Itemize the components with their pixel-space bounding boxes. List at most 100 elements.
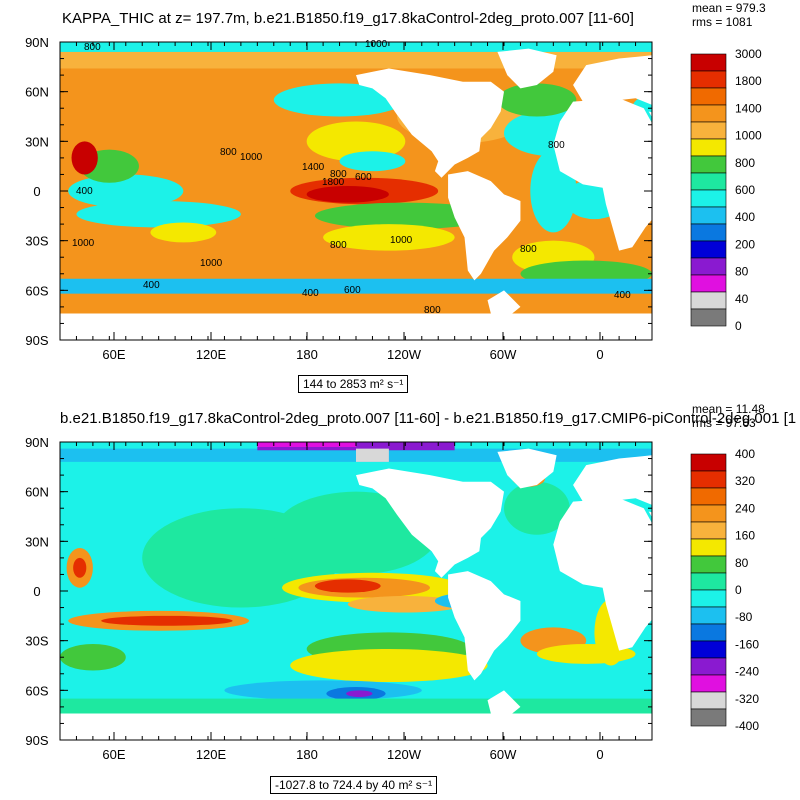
colorbar-label: 0 [735, 319, 742, 333]
y-tick-label: 90N [25, 435, 49, 450]
top-contour-label: 600 [355, 172, 372, 183]
colorbar-swatch [690, 589, 727, 608]
colorbar-swatch [690, 470, 727, 489]
colorbar-swatch [690, 240, 727, 259]
colorbar-swatch [690, 138, 727, 157]
colorbar-swatch [690, 104, 727, 123]
y-tick-label: 0 [33, 584, 40, 599]
x-tick-label: 180 [296, 747, 318, 762]
colorbar-label: 400 [735, 210, 755, 224]
y-tick-label: 30S [25, 234, 48, 249]
colorbar-swatch [690, 623, 727, 642]
colorbar-swatch [690, 555, 727, 574]
x-tick-label: 180 [296, 347, 318, 362]
y-tick-label: 60N [25, 485, 49, 500]
colorbar-swatch [690, 538, 727, 557]
colorbar-swatch [690, 155, 727, 174]
bottom-range-box: -1027.8 to 724.4 by 40 m² s⁻¹ [270, 776, 438, 794]
bottom-units-label: m² s⁻¹ [398, 778, 433, 792]
top-contour-label: 800 [424, 305, 441, 316]
y-tick-label: 90N [25, 35, 49, 50]
colorbar-swatch [690, 53, 727, 72]
top-contour-label: 800 [84, 42, 101, 53]
y-tick-label: 30N [25, 534, 49, 549]
colorbar-swatch [690, 521, 727, 540]
colorbar-swatch [690, 674, 727, 693]
colorbar-swatch [690, 206, 727, 225]
x-tick-label: 120W [387, 747, 422, 762]
colorbar-label: 1800 [735, 74, 762, 88]
colorbar-label: 80 [735, 265, 749, 279]
x-tick-label: 60E [102, 347, 125, 362]
top-units-label: m² s⁻¹ [369, 377, 404, 391]
colorbar-label: 1000 [735, 129, 762, 143]
top-contour-label: 800 [330, 169, 347, 180]
colorbar-swatch [690, 291, 727, 310]
colorbar-swatch [690, 708, 727, 727]
colorbar-swatch [690, 172, 727, 191]
top-range-box: 144 to 2853 m² s⁻¹ [298, 375, 409, 393]
top-contour-label: 600 [344, 285, 361, 296]
colorbar-label: -400 [735, 719, 759, 733]
x-tick-label: 120E [196, 747, 227, 762]
bottom-map [60, 442, 652, 740]
top-contour-label: 800 [548, 140, 565, 151]
top-range-label: 144 to 2853 [303, 377, 367, 391]
top-chart-title: KAPPA_THIC at z= 197.7m, b.e21.B1850.f19… [62, 10, 634, 27]
colorbar-label: 320 [735, 474, 755, 488]
colorbar-label: 1400 [735, 101, 762, 115]
colorbar-label: 40 [735, 292, 749, 306]
colorbar-label: -80 [735, 610, 753, 624]
top-contour-label: 800 [220, 147, 237, 158]
colorbar-swatch [690, 189, 727, 208]
y-tick-label: 60S [25, 683, 48, 698]
top-contour-label: 400 [76, 186, 93, 197]
top-contour-label: 400 [143, 280, 160, 291]
top-contour-label: 1800 [322, 177, 345, 188]
x-tick-label: 60W [490, 747, 517, 762]
colorbar-label: 3000 [735, 47, 762, 61]
colorbar-swatch [690, 640, 727, 659]
top-contour-label: 1000 [72, 238, 95, 249]
top-contour-label: 400 [614, 290, 631, 301]
y-tick-label: 30S [25, 634, 48, 649]
x-tick-label: 60W [490, 347, 517, 362]
colorbar-label: 400 [735, 447, 755, 461]
colorbar-label: 80 [735, 556, 749, 570]
bottom-range-label: -1027.8 to 724.4 by 40 [275, 778, 396, 792]
x-tick-label: 0 [596, 347, 603, 362]
colorbar-swatch [690, 70, 727, 89]
top-contour-labels: 1000 800 1000 1400 1800 800 600 400 800 … [72, 39, 631, 316]
y-tick-label: 60S [25, 283, 48, 298]
colorbar-label: 800 [735, 156, 755, 170]
x-tick-label: 120E [196, 347, 227, 362]
colorbar-swatch [690, 453, 727, 472]
x-tick-label: 0 [596, 747, 603, 762]
colorbar-label: 200 [735, 237, 755, 251]
top-contour-label: 800 [520, 244, 537, 255]
colorbar-swatch [690, 274, 727, 293]
x-tick-label: 60E [102, 747, 125, 762]
colorbar-label: -320 [735, 692, 759, 706]
colorbar-swatch [690, 257, 727, 276]
y-tick-label: 60N [25, 85, 49, 100]
y-tick-label: 30N [25, 134, 49, 149]
top-contour-label: 1000 [365, 39, 388, 50]
x-tick-label: 120W [387, 347, 422, 362]
colorbar-swatch [690, 504, 727, 523]
top-contour-label: 400 [302, 288, 319, 299]
bottom-colorbar: 400 320 240 160 80 0 -80 -160 -240 -320 -400 [690, 447, 759, 733]
colorbar-swatch [690, 691, 727, 710]
colorbar-label: 240 [735, 501, 755, 515]
colorbar-label: 600 [735, 183, 755, 197]
top-rms: rms = 1081 [692, 15, 753, 29]
colorbar-label: 160 [735, 529, 755, 543]
colorbar-swatch [690, 87, 727, 106]
y-tick-label: 90S [25, 733, 48, 748]
colorbar-swatch [690, 223, 727, 242]
colorbar-swatch [690, 121, 727, 140]
colorbar-label: -160 [735, 637, 759, 651]
y-tick-label: 90S [25, 333, 48, 348]
top-axes: 60E 120E 180 120W 60W 0 90N 60N 30N 0 30S 60S 90S [25, 35, 653, 362]
